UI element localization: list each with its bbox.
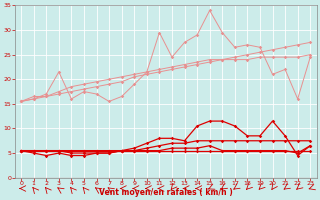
X-axis label: Vent moyen/en rafales ( km/h ): Vent moyen/en rafales ( km/h ) xyxy=(99,188,233,197)
